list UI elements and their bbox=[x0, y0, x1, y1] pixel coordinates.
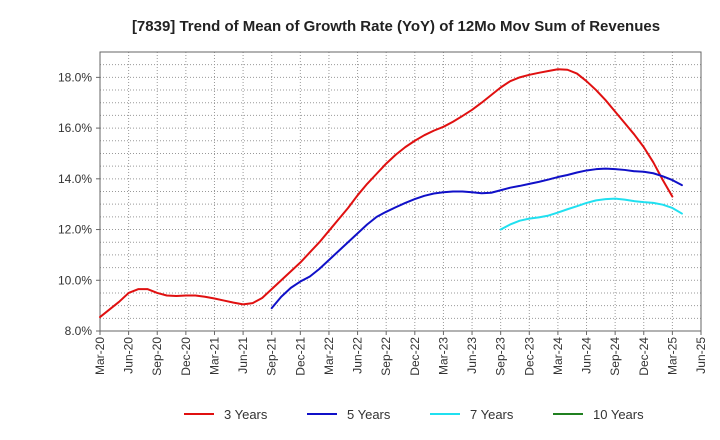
x-tick-label: Jun-20 bbox=[122, 337, 136, 374]
legend-label: 3 Years bbox=[224, 407, 268, 422]
x-tick-label: Mar-24 bbox=[551, 337, 565, 375]
y-tick-label: 12.0% bbox=[58, 223, 92, 237]
x-tick-label: Mar-20 bbox=[93, 337, 107, 375]
x-tick-label: Sep-21 bbox=[265, 337, 279, 376]
x-tick-label: Sep-20 bbox=[150, 337, 164, 376]
x-tick-label: Dec-23 bbox=[522, 337, 536, 376]
series-lines bbox=[99, 68, 683, 319]
x-tick-label: Jun-24 bbox=[580, 337, 594, 374]
chart-title: [7839] Trend of Mean of Growth Rate (YoY… bbox=[132, 18, 660, 35]
x-axis-ticks: Mar-20 Jun-20 Sep-20 Dec-20 Mar-21 Jun-21 Sep-… bbox=[93, 331, 708, 376]
x-tick-label: Dec-20 bbox=[179, 337, 193, 376]
x-tick-label: Dec-21 bbox=[293, 337, 307, 376]
series-line-7-years bbox=[499, 197, 683, 231]
x-tick-label: Sep-24 bbox=[608, 337, 622, 376]
series-line-5-years bbox=[270, 167, 683, 310]
legend-label: 5 Years bbox=[347, 407, 391, 422]
x-tick-label: Mar-22 bbox=[322, 337, 336, 375]
x-tick-label: Sep-23 bbox=[494, 337, 508, 376]
legend-label: 7 Years bbox=[470, 407, 514, 422]
x-tick-label: Dec-22 bbox=[408, 337, 422, 376]
x-tick-label: Mar-25 bbox=[665, 337, 679, 375]
y-tick-label: 18.0% bbox=[58, 70, 92, 84]
x-tick-label: Mar-23 bbox=[436, 337, 450, 375]
legend: 3 Years 5 Years 7 Years 10 Years bbox=[184, 407, 644, 422]
x-tick-label: Mar-21 bbox=[207, 337, 221, 375]
x-tick-label: Jun-22 bbox=[351, 337, 365, 374]
plot-frame bbox=[99, 51, 702, 332]
series-line-3-years bbox=[99, 68, 674, 319]
x-tick-label: Dec-24 bbox=[637, 337, 651, 376]
y-axis-ticks: 8.0% 10.0% 12.0% 14.0% 16.0% 18.0% bbox=[58, 70, 100, 338]
y-tick-label: 14.0% bbox=[58, 172, 92, 186]
horizontal-gridlines bbox=[100, 64, 701, 319]
y-tick-label: 8.0% bbox=[65, 324, 93, 338]
x-tick-label: Jun-23 bbox=[465, 337, 479, 374]
legend-label: 10 Years bbox=[593, 407, 644, 422]
x-tick-label: Jun-25 bbox=[694, 337, 708, 374]
y-tick-label: 10.0% bbox=[58, 273, 92, 287]
x-tick-label: Sep-22 bbox=[379, 337, 393, 376]
x-tick-label: Jun-21 bbox=[236, 337, 250, 374]
y-tick-label: 16.0% bbox=[58, 121, 92, 135]
